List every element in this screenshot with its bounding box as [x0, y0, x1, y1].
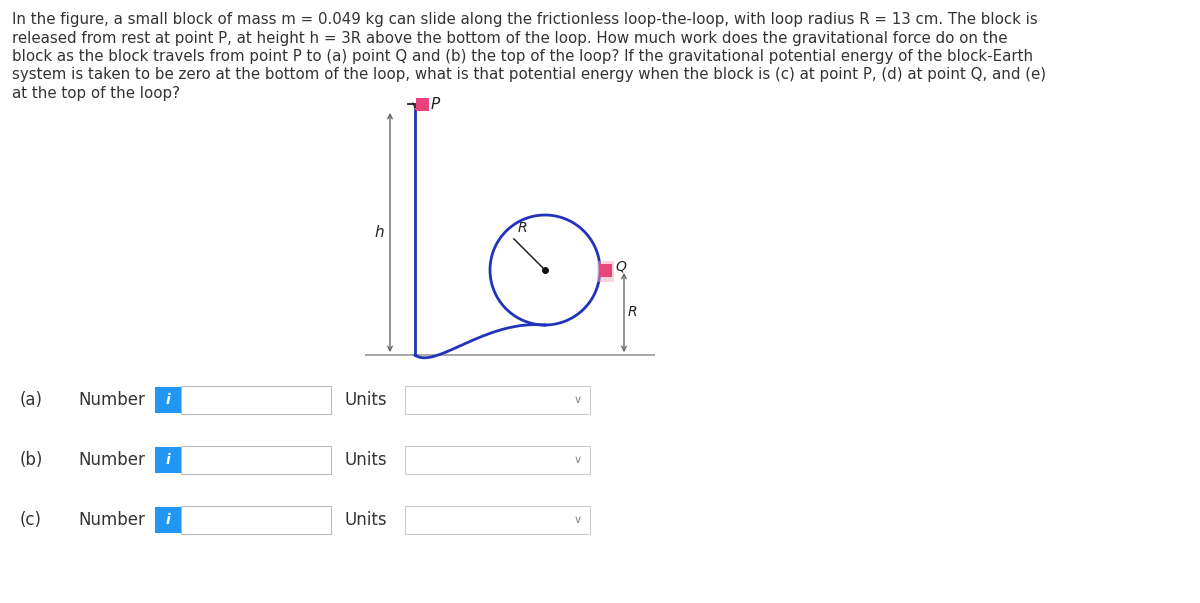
Bar — [406, 446, 590, 474]
Text: P: P — [431, 97, 440, 112]
Text: (a): (a) — [20, 391, 43, 409]
Bar — [416, 98, 430, 111]
Text: h: h — [374, 225, 384, 240]
Bar — [599, 264, 612, 277]
Bar — [598, 260, 614, 282]
Bar — [155, 507, 181, 533]
Text: Number: Number — [78, 511, 145, 529]
Text: Number: Number — [78, 391, 145, 409]
Bar — [599, 264, 612, 277]
Text: Units: Units — [346, 451, 388, 469]
Text: at the top of the loop?: at the top of the loop? — [12, 86, 180, 101]
Bar — [406, 386, 590, 414]
Bar — [155, 387, 181, 413]
Text: i: i — [166, 513, 170, 527]
Bar — [406, 506, 590, 534]
Text: R: R — [518, 221, 528, 235]
Text: ∨: ∨ — [574, 515, 582, 525]
Text: Q: Q — [616, 260, 626, 274]
Text: released from rest at point P, at height h = 3R above the bottom of the loop. Ho: released from rest at point P, at height… — [12, 31, 1008, 45]
Text: i: i — [166, 453, 170, 467]
Text: R: R — [628, 306, 637, 320]
Bar — [155, 447, 181, 473]
Text: In the figure, a small block of mass m = 0.049 kg can slide along the frictionle: In the figure, a small block of mass m =… — [12, 12, 1038, 27]
Text: system is taken to be zero at the bottom of the loop, what is that potential ene: system is taken to be zero at the bottom… — [12, 68, 1046, 83]
Text: block as the block travels from point P to (a) point Q and (b) the top of the lo: block as the block travels from point P … — [12, 49, 1033, 64]
Text: (b): (b) — [20, 451, 43, 469]
Text: ∨: ∨ — [574, 395, 582, 405]
Bar — [181, 506, 331, 534]
Bar — [181, 386, 331, 414]
Text: (c): (c) — [20, 511, 42, 529]
Bar — [181, 446, 331, 474]
Text: Number: Number — [78, 451, 145, 469]
Text: ∨: ∨ — [574, 455, 582, 465]
Text: i: i — [166, 393, 170, 407]
Text: Units: Units — [346, 391, 388, 409]
Text: Units: Units — [346, 511, 388, 529]
